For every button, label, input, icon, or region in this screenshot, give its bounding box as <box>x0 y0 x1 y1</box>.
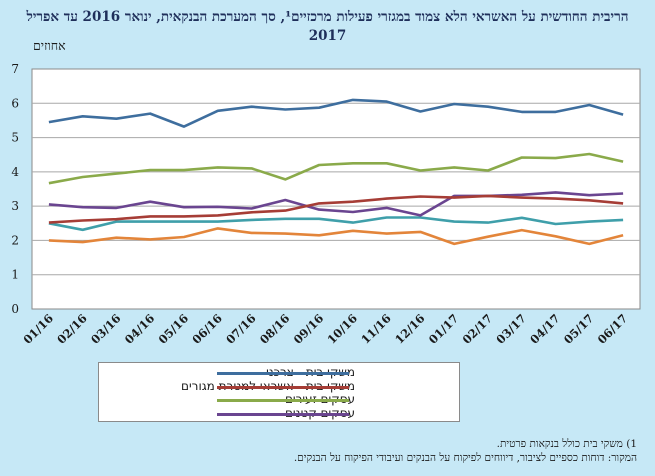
x-tick-label: 06/17 <box>595 311 631 347</box>
legend-swatch <box>217 399 349 402</box>
y-tick-label: 5 <box>11 131 19 145</box>
footnotes: 1) משקי בית כולל בנקאות פרטית. המקור: דו… <box>294 437 637 465</box>
x-tick-label: 01/17 <box>426 311 462 347</box>
chart-legend: משקי בית - צרכני משקי בית - אשראי למטרת … <box>98 362 460 422</box>
y-tick-label: 3 <box>11 199 19 213</box>
legend-entry: משקי בית - צרכני <box>99 365 459 380</box>
chart-title: הריבית החודשית על האשראי הלא צמוד במגזרי… <box>26 9 629 44</box>
x-tick-label: 12/16 <box>392 311 428 347</box>
series-line <box>48 216 624 232</box>
x-tick-label: 07/16 <box>223 311 259 347</box>
x-axis-ticks: 01/1602/1603/1604/1605/1606/1607/1608/16… <box>21 311 631 347</box>
series-line <box>48 227 624 246</box>
series-line <box>48 191 624 217</box>
legend-swatch <box>217 372 349 375</box>
series-line <box>48 194 624 224</box>
x-tick-label: 05/17 <box>561 311 597 347</box>
x-tick-label: 03/17 <box>493 311 529 347</box>
x-tick-label: 05/16 <box>156 311 192 347</box>
x-tick-label: 02/17 <box>460 311 496 347</box>
series-line <box>48 152 624 185</box>
series-lines <box>48 98 624 246</box>
x-tick-label: 02/16 <box>54 311 90 347</box>
legend-swatch <box>217 385 349 389</box>
x-tick-label: 06/16 <box>189 311 225 347</box>
legend-entry: משקי בית - אשראי למטרת מגורים <box>99 379 459 394</box>
y-axis-ticks: 0 1 2 3 4 5 6 7 <box>11 62 19 316</box>
x-tick-label: 04/17 <box>527 311 563 347</box>
y-tick-label: 7 <box>11 62 19 76</box>
y-tick-label: 1 <box>11 268 19 282</box>
y-tick-label: 2 <box>11 233 19 247</box>
x-tick-label: 09/16 <box>291 311 327 347</box>
legend-entry: עסקים זעירים <box>99 392 459 407</box>
x-tick-label: 03/16 <box>88 311 124 347</box>
y-tick-label: 4 <box>11 165 19 179</box>
y-tick-label: 0 <box>11 302 19 316</box>
legend-entry: עסקים קטנים <box>99 406 459 421</box>
x-tick-label: 11/16 <box>358 311 394 347</box>
y-axis-label: אחוזים <box>33 38 66 53</box>
x-tick-label: 10/16 <box>325 311 361 347</box>
x-tick-label: 04/16 <box>122 311 158 347</box>
x-tick-label: 08/16 <box>257 311 293 347</box>
series-line <box>48 98 624 128</box>
legend-swatch <box>217 412 349 416</box>
footnote-1: 1) משקי בית כולל בנקאות פרטית. <box>496 438 637 450</box>
plot-area <box>31 68 641 310</box>
x-tick-label: 01/16 <box>21 311 57 347</box>
source-note: המקור: דוחות כספיים לציבור, דיווחים לפיק… <box>293 452 637 464</box>
y-tick-label: 6 <box>11 96 19 110</box>
